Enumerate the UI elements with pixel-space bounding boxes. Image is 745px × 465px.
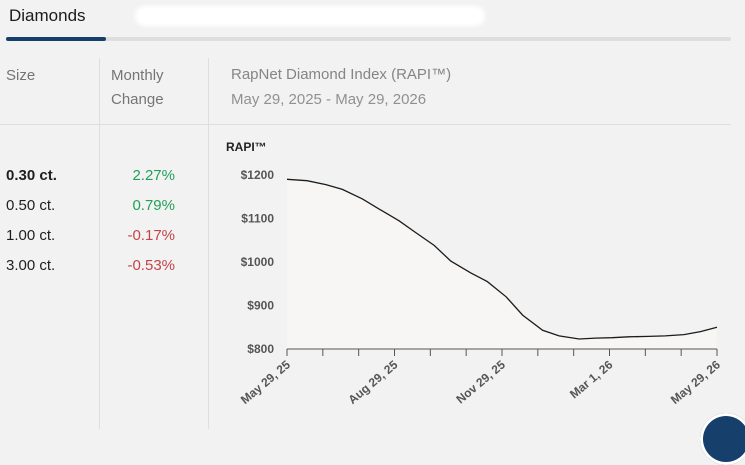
x-tick-label: Mar 1, 26 [567,357,616,401]
tab-track [6,37,731,41]
header-change: Change [111,91,164,108]
x-tick-label: May 29, 26 [668,357,723,407]
row-size-030[interactable]: 0.30 ct. [6,167,57,184]
y-tick-label: $800 [247,342,274,356]
chart-area-fill [287,179,717,349]
tab-diamonds[interactable]: Diamonds [9,6,86,25]
x-tick-label: Aug 29, 25 [345,357,400,407]
header-monthly-change: Monthly Change [111,64,164,112]
column-divider-size [99,58,100,429]
chart-ylabel: RAPI™ [226,140,267,154]
row-change-100: -0.17% [127,227,175,244]
chart-series-line [286,178,718,340]
header-size: Size [6,67,36,84]
header-monthly: Monthly [111,67,164,84]
y-tick-label: $1000 [241,255,275,269]
index-title: RapNet Diamond Index (RAPI™) [231,66,452,83]
x-tick-label: May 29, 25 [238,357,293,407]
row-change-300: -0.53% [127,257,175,274]
y-tick-label: $1100 [241,212,274,226]
row-size-100[interactable]: 1.00 ct. [6,227,56,244]
redacted-tab-area [135,6,485,26]
chat-widget-button[interactable] [700,413,745,465]
header-divider [0,124,731,125]
column-divider-change [208,58,209,429]
tab-active-indicator [6,37,106,41]
row-size-050[interactable]: 0.50 ct. [6,197,56,214]
y-tick-label: $900 [247,299,274,313]
x-tick-label: Nov 29, 25 [453,357,508,406]
index-date-range: May 29, 2025 - May 29, 2026 [231,91,427,108]
row-change-050: 0.79% [132,197,175,214]
y-tick-label: $1200 [241,168,275,182]
row-change-030: 2.27% [132,167,175,184]
row-size-300[interactable]: 3.00 ct. [6,257,56,274]
rapi-chart: RAPI™ $1200 $1100 $1000 $900 $800 May 29, 25… [226,140,723,407]
